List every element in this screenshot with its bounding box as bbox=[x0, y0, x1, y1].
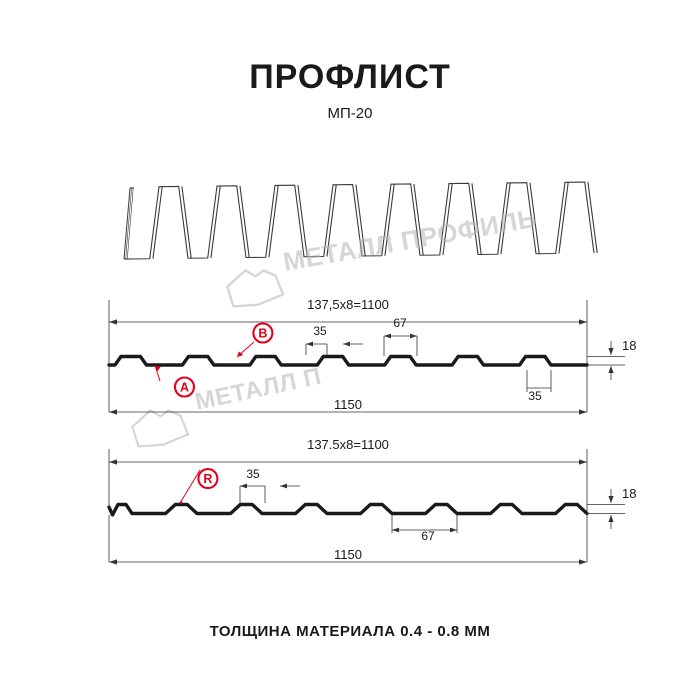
svg-text:МЕТАЛЛ П: МЕТАЛЛ П bbox=[193, 363, 324, 416]
svg-text:МП-20: МП-20 bbox=[328, 105, 373, 122]
svg-text:1150: 1150 bbox=[334, 397, 362, 412]
svg-text:35: 35 bbox=[313, 324, 327, 338]
svg-text:35: 35 bbox=[246, 467, 260, 481]
svg-text:A: A bbox=[180, 380, 189, 394]
svg-text:ТОЛЩИНА МАТЕРИАЛА 0.4 - 0.8 ММ: ТОЛЩИНА МАТЕРИАЛА 0.4 - 0.8 ММ bbox=[210, 623, 491, 640]
svg-text:137.5x8=1100: 137.5x8=1100 bbox=[307, 437, 389, 452]
svg-text:18: 18 bbox=[622, 486, 636, 501]
svg-text:R: R bbox=[203, 472, 212, 486]
svg-text:МЕТАЛЛ ПРОФИЛЬ: МЕТАЛЛ ПРОФИЛЬ bbox=[281, 203, 539, 277]
svg-text:67: 67 bbox=[393, 316, 407, 330]
svg-text:B: B bbox=[258, 326, 267, 340]
svg-text:1150: 1150 bbox=[334, 547, 362, 562]
svg-text:35: 35 bbox=[528, 389, 542, 403]
svg-text:ПРОФЛИСТ: ПРОФЛИСТ bbox=[249, 58, 451, 96]
svg-text:137,5x8=1100: 137,5x8=1100 bbox=[307, 297, 389, 312]
svg-text:67: 67 bbox=[421, 529, 435, 543]
svg-text:18: 18 bbox=[622, 338, 636, 353]
